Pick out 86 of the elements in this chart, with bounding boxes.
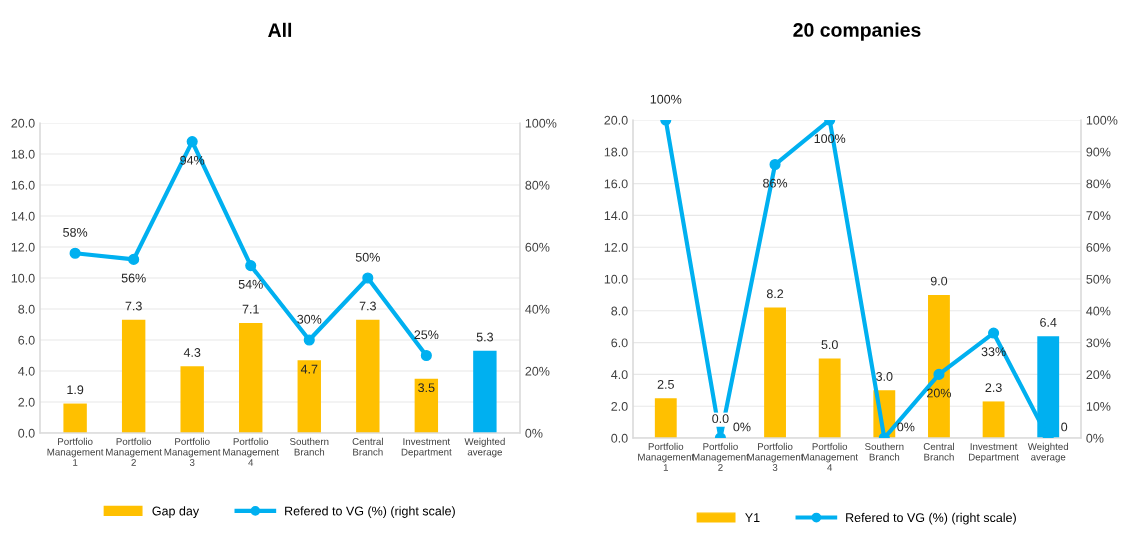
y2-tick-label: 60% [525, 242, 550, 252]
y-tick-label: 0.0 [18, 428, 35, 438]
data-label: 2.3 [985, 383, 1002, 393]
x-tick-label: Portfolio Management 4 [802, 442, 858, 471]
y-tick-label: 10.0 [11, 273, 35, 283]
legend-label: Y1 [745, 513, 760, 522]
data-label: 8.2 [766, 289, 784, 299]
y2-tick-label: 90% [1086, 147, 1111, 157]
data-label: 30% [297, 314, 322, 324]
y-tick-label: 18.0 [604, 147, 628, 157]
data-label: 6.4 [1040, 317, 1057, 327]
data-label: 100% [650, 94, 682, 104]
data-label: 4.7 [300, 364, 318, 374]
data-label: 9.0 [930, 276, 948, 286]
y-tick-label: 20.0 [11, 118, 35, 128]
data-label: 5.0 [821, 340, 838, 350]
chart-title: All [268, 22, 292, 37]
y-tick-label: 4.0 [611, 370, 628, 380]
y2-tick-label: 0% [525, 428, 543, 438]
y2-tick-label: 80% [1086, 179, 1111, 189]
y2-tick-label: 20% [525, 366, 550, 376]
data-label: 5.3 [476, 332, 494, 342]
data-label: 50% [355, 252, 380, 262]
y-tick-label: 2.0 [611, 402, 628, 411]
y-tick-label: 0.0 [611, 433, 628, 443]
data-label: 4.3 [183, 348, 201, 357]
y2-tick-label: 60% [1086, 243, 1111, 252]
x-tick-label: Portfolio Management 4 [223, 437, 280, 466]
data-label: 2.5 [657, 379, 674, 389]
y2-tick-label: 10% [1086, 402, 1111, 411]
y2-tick-label: 40% [525, 304, 550, 314]
y2-tick-label: 0% [1086, 433, 1104, 443]
y-tick-label: 8.0 [18, 304, 35, 314]
x-tick-label: Weighted average [464, 437, 505, 458]
data-label: 0% [733, 422, 751, 432]
x-tick-label: Investment Department [401, 438, 452, 458]
y-tick-label: 14.0 [11, 211, 35, 221]
x-tick-label: Central Branch [352, 437, 383, 456]
data-label: 3.5 [418, 383, 435, 393]
legend-label: Refered to VG (%) (right scale) [846, 512, 1016, 525]
x-tick-label: Investment Department [968, 443, 1019, 463]
x-tick-label: Portfolio Management 2 [106, 437, 162, 466]
y2-tick-label: 70% [1086, 211, 1111, 221]
x-tick-label: Portfolio Management 3 [164, 437, 221, 466]
y-tick-label: 6.0 [18, 335, 35, 345]
y-tick-label: 10.0 [604, 274, 628, 284]
y-tick-label: 12.0 [604, 243, 628, 252]
legend-label: Refered to VG (%) (right scale) [285, 506, 455, 518]
y2-tick-label: 100% [1086, 115, 1118, 125]
y2-tick-label: 30% [1086, 338, 1111, 348]
y-tick-label: 8.0 [611, 306, 628, 316]
y-tick-label: 16.0 [11, 180, 35, 190]
x-tick-label: Southern Branch [289, 437, 329, 456]
y-tick-label: 14.0 [604, 211, 628, 221]
y2-tick-label: 50% [1086, 274, 1111, 284]
y2-tick-label: 80% [525, 180, 550, 190]
data-label: 7.1 [242, 304, 259, 314]
data-label: 54% [238, 279, 263, 289]
y2-tick-label: 40% [1086, 306, 1111, 316]
x-tick-label: Southern Branch [865, 442, 904, 461]
data-label: 25% [414, 330, 439, 340]
chart-title: 20 companies [793, 22, 921, 41]
data-label: 0 [1061, 422, 1068, 432]
x-tick-label: Central Branch [923, 442, 954, 461]
data-label: 3.0 [876, 372, 893, 381]
y-tick-label: 12.0 [11, 242, 35, 252]
y-tick-label: 2.0 [18, 397, 35, 407]
data-label: 7.3 [359, 301, 376, 311]
data-label: 58% [63, 227, 88, 237]
y2-tick-label: 100% [525, 118, 557, 128]
x-tick-label: Portfolio Management 2 [692, 442, 749, 471]
y-tick-label: 16.0 [604, 179, 628, 189]
y-tick-label: 4.0 [18, 366, 35, 376]
x-tick-label: Portfolio Management 1 [47, 437, 104, 466]
data-label: 56% [121, 273, 146, 283]
y-tick-label: 20.0 [604, 115, 628, 125]
x-tick-label: Portfolio Management 3 [747, 442, 804, 471]
y2-tick-label: 20% [1086, 370, 1111, 380]
data-label: 0.0 [712, 414, 729, 424]
y-tick-label: 18.0 [11, 149, 35, 159]
data-label: 7.3 [125, 301, 142, 311]
data-label: 0% [897, 422, 915, 432]
y-tick-label: 6.0 [611, 338, 628, 348]
legend-label: Gap day [152, 506, 200, 518]
x-tick-label: Weighted average [1027, 442, 1069, 463]
data-label: 1.9 [67, 385, 84, 395]
